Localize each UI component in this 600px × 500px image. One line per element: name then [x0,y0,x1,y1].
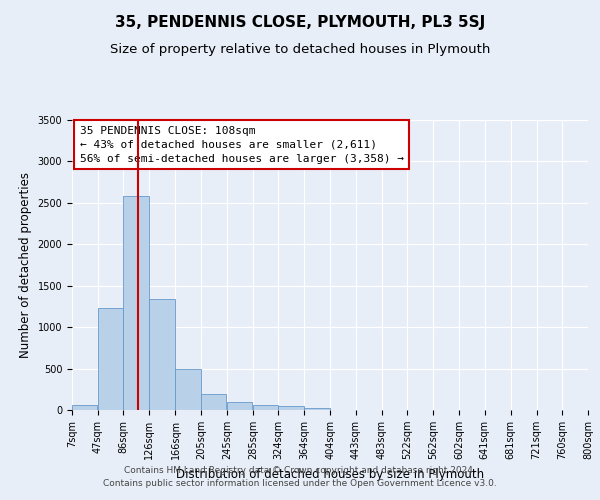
Bar [201,394,226,410]
Bar [98,308,124,410]
Bar [72,406,97,410]
Bar [149,299,175,410]
Bar [278,406,304,410]
Text: Size of property relative to detached houses in Plymouth: Size of property relative to detached ho… [110,42,490,56]
Bar [253,406,278,410]
X-axis label: Distribution of detached houses by size in Plymouth: Distribution of detached houses by size … [176,468,484,480]
Bar [304,408,329,410]
Text: Contains HM Land Registry data © Crown copyright and database right 2024.
Contai: Contains HM Land Registry data © Crown c… [103,466,497,487]
Text: 35, PENDENNIS CLOSE, PLYMOUTH, PL3 5SJ: 35, PENDENNIS CLOSE, PLYMOUTH, PL3 5SJ [115,15,485,30]
Bar [227,402,252,410]
Y-axis label: Number of detached properties: Number of detached properties [19,172,32,358]
Bar [175,368,201,410]
Bar [124,196,149,410]
Text: 35 PENDENNIS CLOSE: 108sqm
← 43% of detached houses are smaller (2,611)
56% of s: 35 PENDENNIS CLOSE: 108sqm ← 43% of deta… [80,126,404,164]
